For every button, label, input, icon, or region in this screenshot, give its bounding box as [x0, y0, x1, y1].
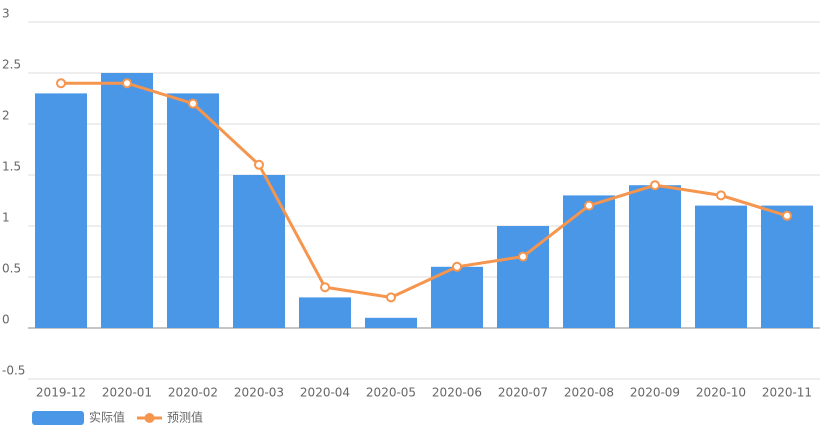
x-tick-label: 2020-07 [498, 386, 548, 400]
bar [233, 175, 285, 328]
x-tick-label: 2020-10 [696, 386, 746, 400]
line-point [584, 200, 594, 211]
line-point [452, 261, 462, 272]
x-tick-label: 2020-08 [564, 386, 614, 400]
x-tick-label: 2020-01 [102, 386, 152, 400]
legend-swatch [144, 413, 155, 423]
line-point [56, 78, 66, 89]
x-tick-label: 2020-06 [432, 386, 482, 400]
bar [167, 93, 219, 329]
x-tick-label: 2020-02 [168, 386, 218, 400]
y-tick-label: 2 [2, 109, 10, 123]
line-point [122, 78, 132, 89]
x-tick-label: 2020-04 [300, 386, 350, 400]
x-tick-label: 2019-12 [36, 386, 86, 400]
y-tick-label: 1 [2, 211, 10, 225]
line-point [188, 98, 198, 109]
y-tick-label: 3 [2, 7, 10, 21]
y-tick-label: 0.5 [2, 262, 21, 276]
line-point [254, 159, 264, 170]
bar [299, 297, 351, 328]
bar [101, 73, 153, 328]
line-point [782, 210, 792, 221]
bar [563, 195, 615, 328]
x-tick-label: 2020-09 [630, 386, 680, 400]
line-point [386, 292, 396, 303]
x-tick-label: 2020-03 [234, 386, 284, 400]
line-point [320, 282, 330, 293]
legend-swatch [32, 411, 84, 425]
legend-label: 实际值 [89, 410, 125, 425]
y-tick-label: 2.5 [2, 58, 21, 72]
bar [365, 317, 417, 328]
bar [761, 205, 813, 328]
x-tick-label: 2020-05 [366, 386, 416, 400]
line-point [716, 190, 726, 201]
bar [695, 205, 747, 328]
bar [431, 266, 483, 328]
line-point [650, 180, 660, 191]
y-tick-label: 1.5 [2, 160, 21, 174]
bar [35, 93, 87, 329]
x-tick-label: 2020-11 [762, 386, 812, 400]
line-point [518, 251, 528, 262]
line [61, 81, 788, 299]
y-tick-label: -0.5 [2, 364, 25, 378]
y-tick-label: 0 [2, 313, 10, 327]
bar [629, 185, 681, 328]
legend-label: 预测值 [167, 410, 203, 425]
